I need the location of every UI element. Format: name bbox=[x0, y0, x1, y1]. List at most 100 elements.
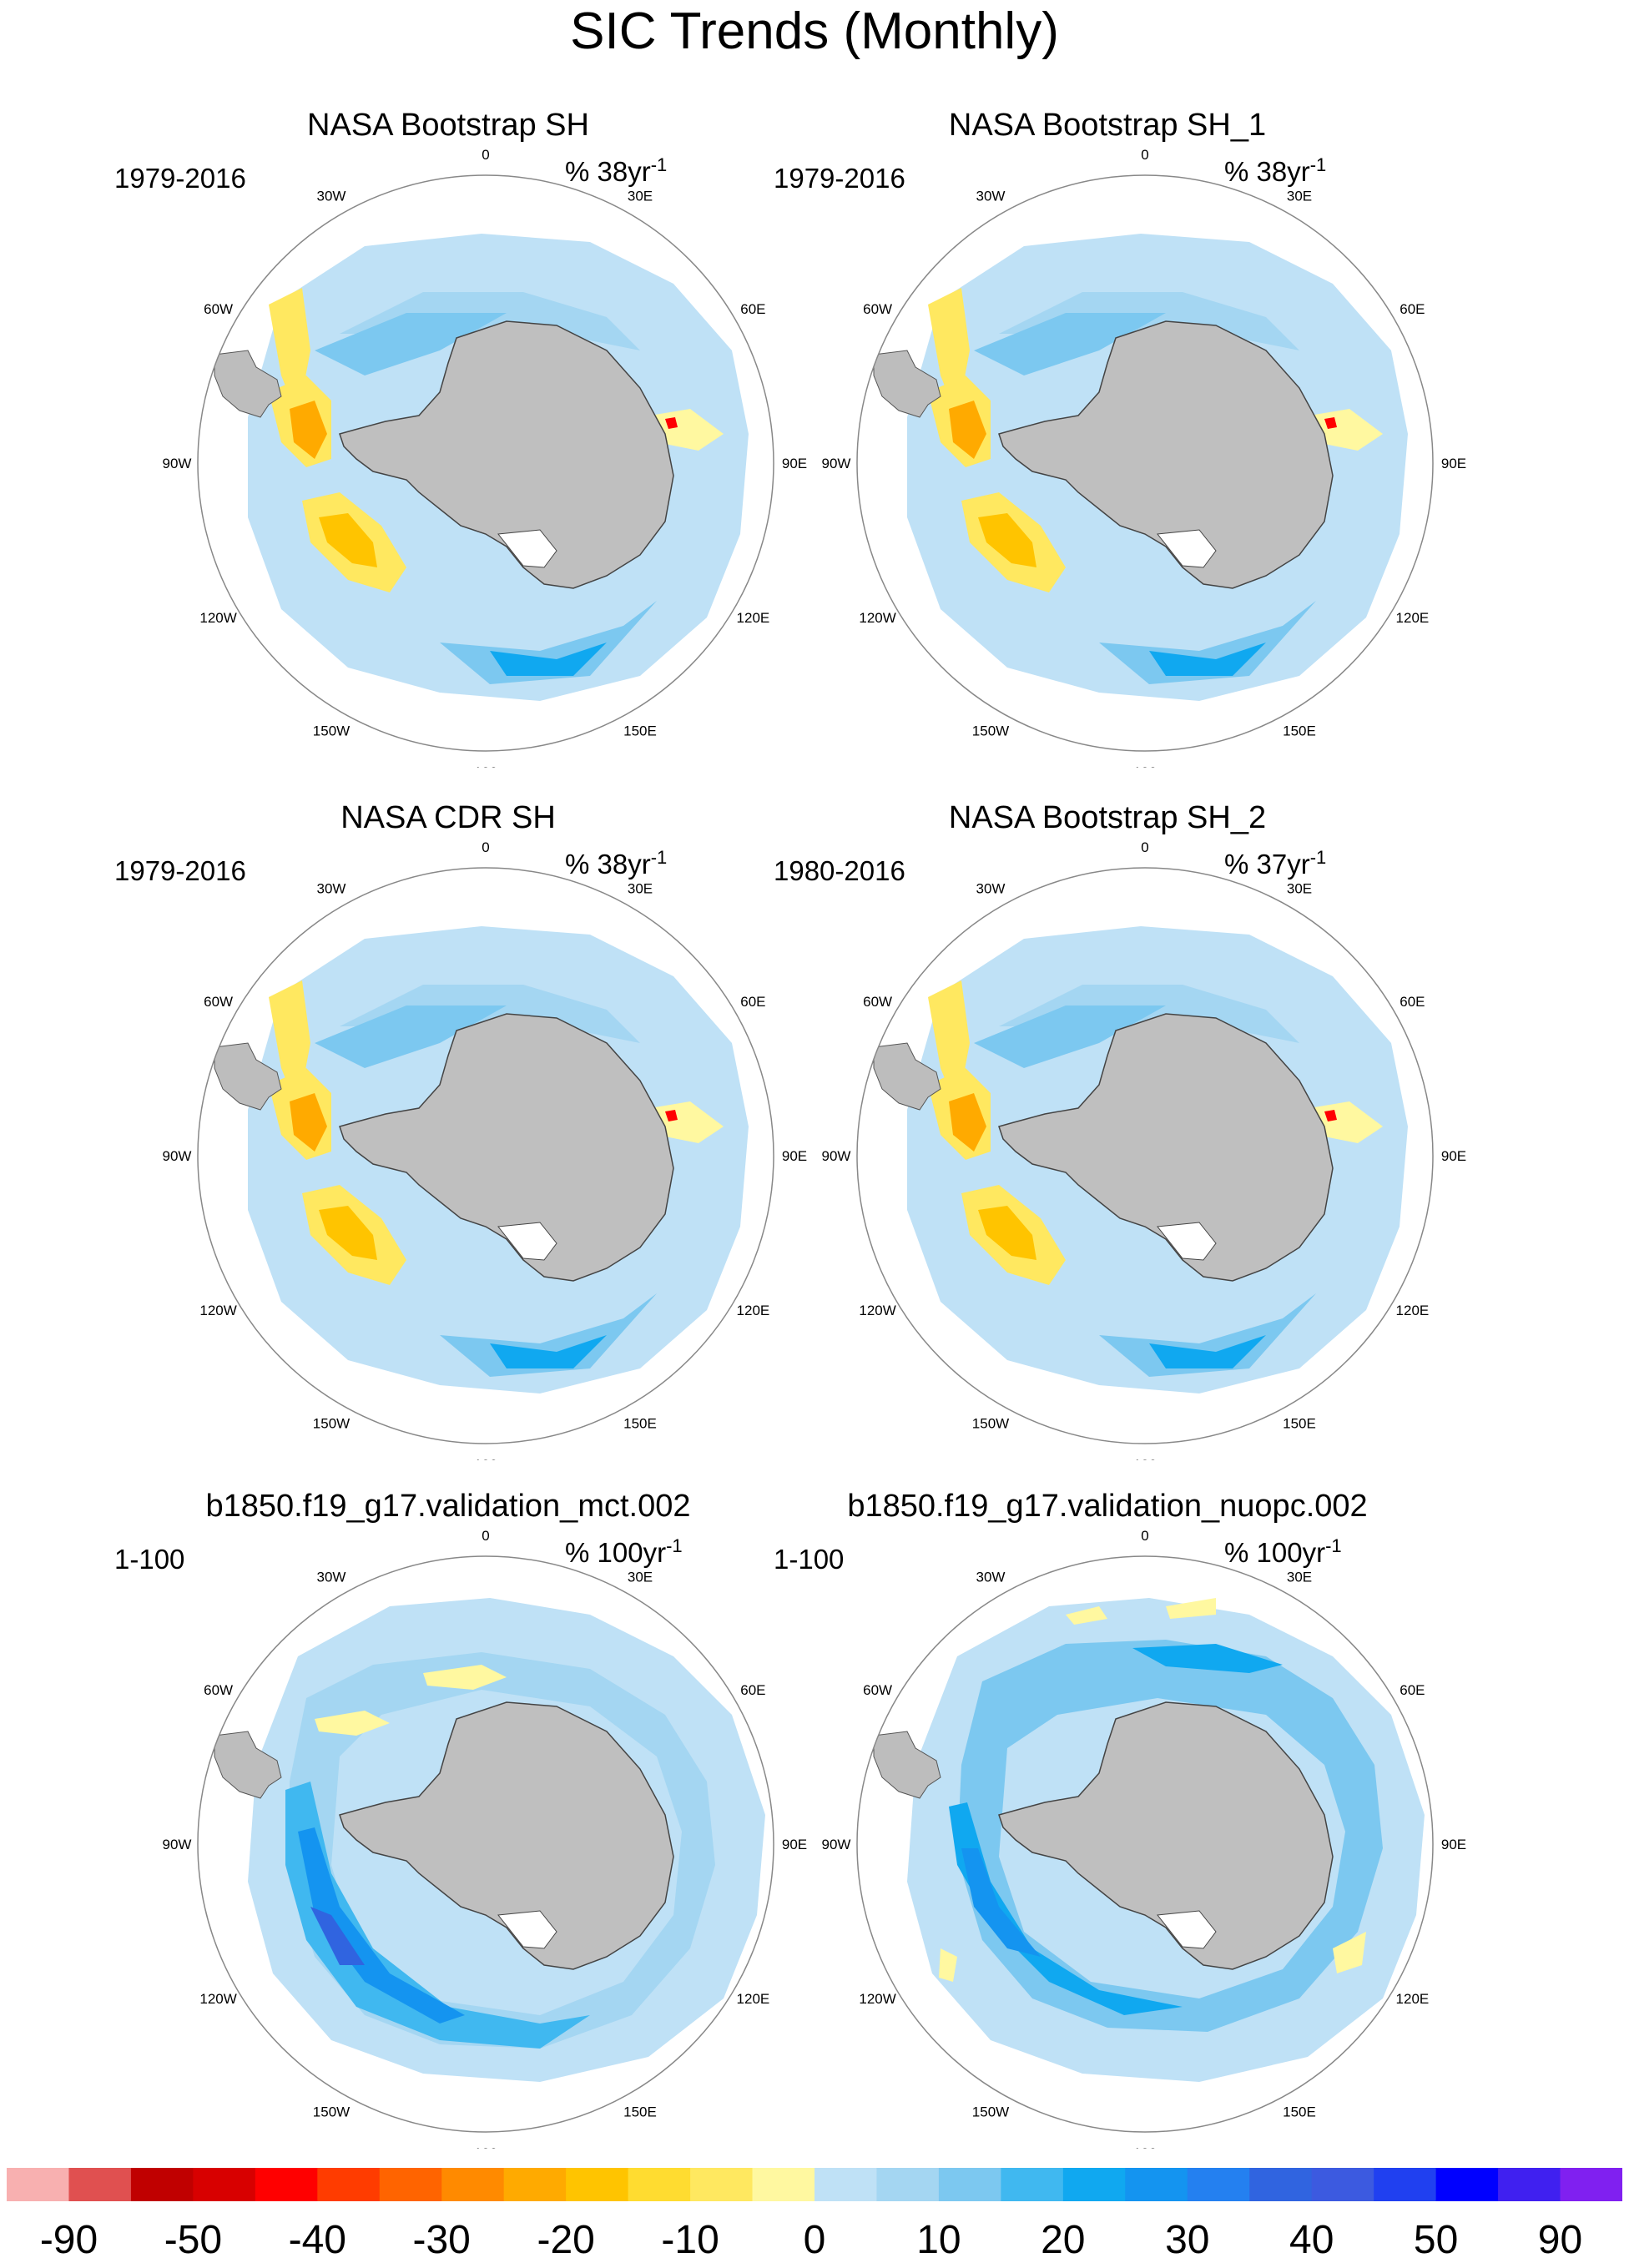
figure-title: SIC Trends (Monthly) bbox=[570, 3, 1059, 60]
panel-title: NASA Bootstrap SH_1 bbox=[948, 108, 1267, 143]
sic-trend-contour bbox=[961, 1848, 1041, 1957]
sic-trend-contour bbox=[315, 313, 507, 375]
longitude-label: 120E bbox=[737, 1303, 770, 1318]
longitude-label: 120E bbox=[1396, 610, 1430, 626]
colorbar-label: -20 bbox=[537, 2218, 595, 2262]
map-boundary-circle bbox=[197, 174, 774, 752]
longitude-label: 120E bbox=[1396, 1991, 1430, 2007]
longitude-label: 150E bbox=[1283, 1415, 1316, 1431]
sic-trend-contour bbox=[319, 1206, 377, 1260]
colorbar-box bbox=[193, 2168, 256, 2201]
period-label: 1980-2016 bbox=[774, 855, 905, 886]
colorbar-box bbox=[1311, 2168, 1374, 2201]
longitude-label: 120W bbox=[199, 610, 236, 626]
longitude-label: 150E bbox=[1283, 2104, 1316, 2119]
ice-shelf bbox=[497, 1222, 557, 1261]
map-boundary-circle bbox=[856, 867, 1434, 1444]
colorbar-label: -30 bbox=[413, 2218, 471, 2262]
longitude-label: 90W bbox=[163, 1148, 192, 1164]
sic-trend-contour bbox=[1149, 1335, 1266, 1368]
colorbar-label: 90 bbox=[1538, 2218, 1582, 2262]
units-label: % 38yr-1 bbox=[1224, 154, 1326, 188]
longitude-label: 120W bbox=[859, 610, 895, 626]
antarctica-landmass bbox=[998, 1701, 1334, 1970]
colorbar-label: 10 bbox=[916, 2218, 961, 2262]
sic-trend-contour bbox=[440, 601, 657, 684]
longitude-label: 150W bbox=[313, 2104, 350, 2119]
longitude-label: 180 bbox=[474, 764, 497, 768]
longitude-label: 150W bbox=[972, 2104, 1009, 2119]
units-label: % 37yr-1 bbox=[1224, 847, 1326, 880]
longitude-label: 150W bbox=[972, 1415, 1009, 1431]
sic-trend-contour bbox=[978, 1206, 1036, 1260]
sic-trend-contour bbox=[665, 417, 678, 429]
sic-trend-contour bbox=[957, 1640, 1383, 2032]
sic-trend-contour bbox=[974, 1005, 1166, 1068]
sic-trend-contour bbox=[319, 513, 377, 567]
colorbar-label: 30 bbox=[1165, 2218, 1209, 2262]
units-label: % 38yr-1 bbox=[565, 154, 667, 188]
sic-trend-contour bbox=[949, 1093, 986, 1152]
colorbar-box bbox=[255, 2168, 318, 2201]
colorbar-box bbox=[68, 2168, 132, 2201]
south-america-landmass bbox=[214, 1731, 282, 1799]
map-panel: 0 30E 60E 90E 120E 150E 180 150W 120W 90W 60W 30W NA… bbox=[89, 793, 807, 1460]
sic-trend-contour bbox=[290, 1093, 327, 1152]
longitude-label: 60E bbox=[1400, 994, 1425, 1010]
south-america-landmass bbox=[873, 350, 941, 418]
longitude-label: 90W bbox=[822, 1837, 851, 1852]
longitude-label: 180 bbox=[1133, 764, 1157, 768]
longitude-label: 60E bbox=[1400, 1682, 1425, 1698]
sic-trend-contour bbox=[315, 1005, 507, 1068]
period-label: 1-100 bbox=[114, 1544, 185, 1575]
colorbar-box bbox=[1249, 2168, 1313, 2201]
map-panel: 0 30E 60E 90E 120E 150E 180 150W 120W 90W 60W 30W NA… bbox=[749, 100, 1466, 768]
longitude-label: 60W bbox=[204, 301, 233, 317]
ice-shelf bbox=[497, 1910, 557, 1949]
colorbar-box bbox=[1187, 2168, 1250, 2201]
units-prefix: % 100yr bbox=[1224, 1537, 1326, 1568]
sic-trend-contour bbox=[1333, 1932, 1366, 1973]
longitude-label: 0 bbox=[482, 1528, 489, 1544]
longitude-label: 30E bbox=[1287, 1570, 1312, 1585]
longitude-label: 30E bbox=[628, 189, 653, 204]
longitude-label: 30W bbox=[317, 881, 346, 897]
longitude-label: 0 bbox=[482, 147, 489, 163]
sic-trend-contour bbox=[974, 313, 1166, 375]
longitude-label: 120W bbox=[199, 1991, 236, 2007]
colorbar-label: -40 bbox=[289, 2218, 346, 2262]
ice-shelf bbox=[497, 529, 557, 568]
colorbar-box bbox=[1560, 2168, 1622, 2201]
panel-title: b1850.f19_g17.validation_nuopc.002 bbox=[847, 1489, 1368, 1524]
sic-trend-contour bbox=[310, 1907, 365, 1965]
longitude-label: 60E bbox=[740, 1682, 765, 1698]
longitude-label: 90W bbox=[163, 456, 192, 471]
antarctica-landmass bbox=[339, 320, 674, 589]
longitude-label: 150W bbox=[972, 723, 1009, 738]
longitude-label: 120W bbox=[199, 1303, 236, 1318]
antarctica-landmass bbox=[998, 1013, 1334, 1282]
longitude-label: 120E bbox=[1396, 1303, 1430, 1318]
longitude-label: 30W bbox=[976, 881, 1006, 897]
longitude-label: 120W bbox=[859, 1991, 895, 2007]
colorbar-box bbox=[1001, 2168, 1064, 2201]
sic-trend-contour bbox=[1132, 1644, 1283, 1673]
longitude-label: 90E bbox=[782, 1148, 807, 1164]
units-exponent: -1 bbox=[666, 1535, 683, 1556]
map-boundary-circle bbox=[197, 1555, 774, 2133]
longitude-label: 0 bbox=[1141, 839, 1148, 855]
longitude-label: 30W bbox=[976, 189, 1006, 204]
map-panel: 0 30E 60E 90E 120E 150E 180 150W 120W 90W 60W 30W NA… bbox=[89, 100, 807, 768]
units-prefix: % 38yr bbox=[565, 156, 651, 187]
colorbar-label: 20 bbox=[1041, 2218, 1085, 2262]
longitude-label: 150W bbox=[313, 1415, 350, 1431]
period-label: 1-100 bbox=[774, 1544, 845, 1575]
polar-map: 0 30E 60E 90E 120E 150E 180 150W 120W 90W 60W 30W bbox=[163, 1528, 807, 2149]
colorbar-box bbox=[1062, 2168, 1126, 2201]
longitude-label: 60W bbox=[863, 1682, 892, 1698]
sic-trend-contour bbox=[1166, 1598, 1216, 1619]
colorbar-label: 0 bbox=[804, 2218, 826, 2262]
units-exponent: -1 bbox=[1325, 1535, 1342, 1556]
longitude-label: 30W bbox=[976, 1570, 1006, 1585]
colorbar-box bbox=[7, 2168, 69, 2201]
